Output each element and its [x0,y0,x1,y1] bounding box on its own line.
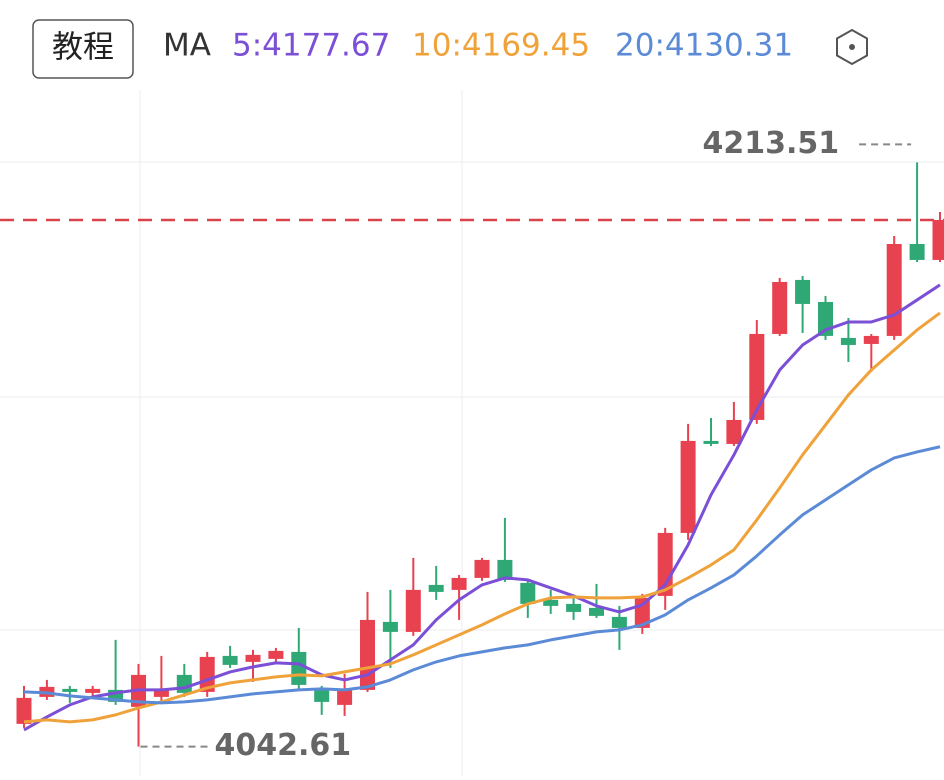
candle-body [589,608,604,616]
candle-body [62,689,77,692]
legend-entry: 5:4177.67 [232,28,390,64]
candle-body [887,244,902,336]
candle-body [566,604,581,612]
tutorial-button-label[interactable]: 教程 [52,30,114,66]
legend-entry: 10:4169.45 [412,28,590,64]
candle-body [246,655,261,662]
candle-body [360,620,375,690]
candle-body [864,336,879,344]
candle-body [910,244,925,260]
candle-body [268,651,283,659]
candle-body [612,617,627,628]
candle-body [177,675,192,693]
plot: 4213.51 4042.61 [0,126,944,763]
legend-entry: 20:4130.31 [615,28,793,64]
candle-body [337,690,352,705]
candle-body [726,420,741,444]
candle-body [520,583,535,604]
settings-icon[interactable] [837,30,867,64]
candle-body [429,585,444,592]
candle-body [795,280,810,304]
ma-label: MA [163,28,211,64]
grid [0,90,944,776]
candle-body [291,652,306,685]
candle-body [772,282,787,334]
candle-body [841,338,856,345]
candle-body [933,220,944,260]
candle-body [383,622,398,632]
header: 教程 MA 5:4177.67 10:4169.45 20:4130.31 [33,20,867,78]
candle-body [475,560,490,578]
candle-body [452,578,467,590]
candle-body [406,590,421,632]
high-label: 4213.51 [702,126,839,161]
dot[interactable] [849,44,855,50]
candle-body [223,656,238,665]
candle-body [85,689,100,693]
candle-body [704,441,719,444]
candle-body [681,441,696,533]
low-label: 4042.61 [215,728,352,763]
